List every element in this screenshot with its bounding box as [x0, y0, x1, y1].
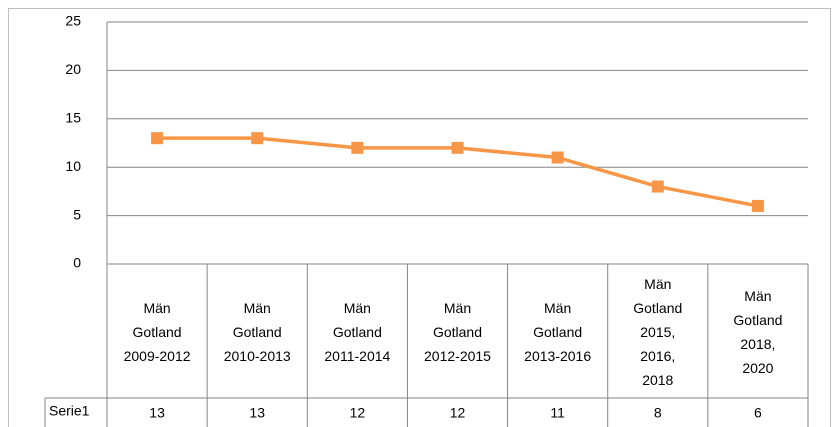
marker	[451, 141, 464, 154]
y-tick-label: 20	[65, 61, 81, 77]
marker	[551, 151, 564, 164]
category-label: Män Gotland 2013-2016	[524, 299, 592, 364]
table-value: 13	[249, 405, 265, 421]
category-label: Män Gotland 2018, 2020	[733, 287, 783, 376]
marker	[351, 141, 364, 154]
table-value: 13	[149, 405, 165, 421]
y-tick-label: 5	[73, 206, 81, 222]
series-name: Serie1	[49, 403, 90, 419]
chart-border	[8, 8, 831, 427]
category-label: Män Gotland 2015, 2016, 2018	[633, 275, 683, 388]
y-tick-label: 25	[65, 13, 81, 29]
y-tick-label: 10	[65, 158, 81, 174]
marker	[651, 180, 664, 193]
table-value: 8	[654, 405, 662, 421]
table-value: 12	[450, 405, 466, 421]
category-label: Män Gotland 2009-2012	[123, 299, 191, 364]
table-value: 12	[350, 405, 366, 421]
table-value: 6	[754, 405, 762, 421]
category-label: Män Gotland 2011-2014	[324, 299, 391, 364]
marker	[151, 132, 164, 145]
y-tick-label: 15	[65, 110, 81, 126]
category-label: Män Gotland 2010-2013	[223, 299, 291, 364]
table-value: 11	[550, 405, 565, 421]
y-tick-label: 0	[73, 255, 81, 271]
marker	[751, 199, 764, 212]
marker	[251, 132, 264, 145]
category-label: Män Gotland 2012-2015	[424, 299, 491, 364]
